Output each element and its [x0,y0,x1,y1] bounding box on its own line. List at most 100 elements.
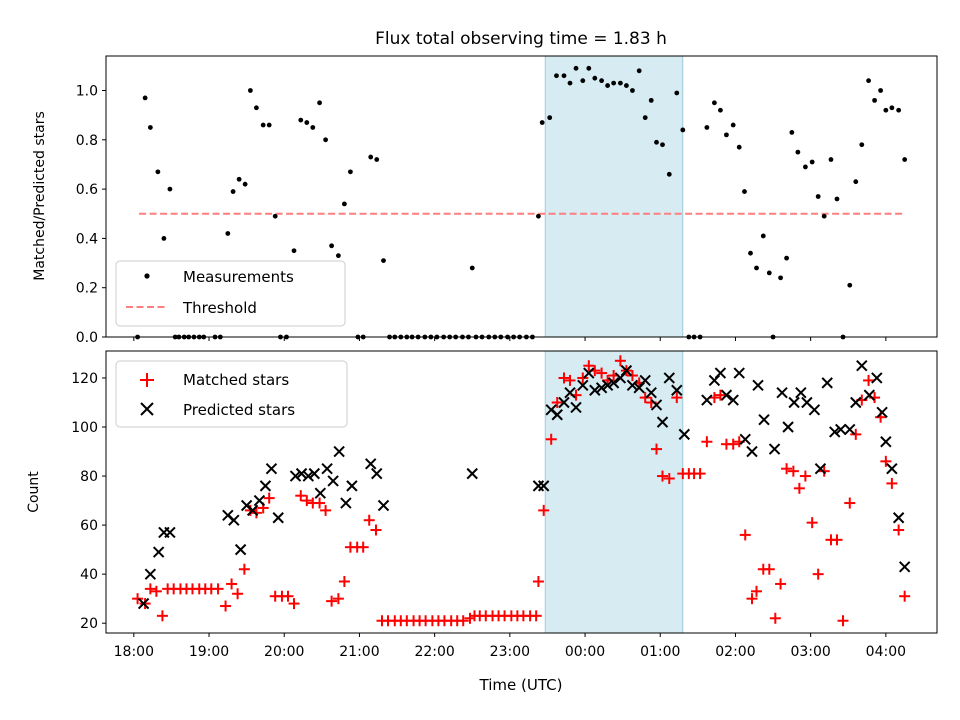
matched-star-point [701,436,713,448]
matched-star-point [863,374,875,386]
bottom-y-axis-label: Count [26,471,42,513]
measurement-point [795,149,801,155]
bottom-legend-box [115,360,348,428]
predicted-star-point [551,409,563,421]
measurement-point [711,100,717,106]
measurement-point [815,194,821,199]
matched-star-point [545,433,557,445]
legend-threshold-label: Threshold [182,299,257,317]
predicted-star-point [589,384,601,396]
measurement-point [272,213,278,219]
bottom-y-tick-label: 20 [80,616,98,632]
measurement-point [266,122,272,128]
predicted-star-point [768,443,781,455]
matched-star-point [781,463,793,475]
top-y-tick-label: 1.0 [76,84,98,100]
measurement-point [536,213,541,219]
matched-star-point [614,355,626,367]
bottom-y-tick-label: 120 [71,371,98,387]
x-tick-label: 19:00 [189,644,229,660]
predicted-star-point [650,399,663,411]
legend-predicted-marker [140,402,154,416]
measurement-point [878,88,883,93]
matched-star-point [714,389,726,401]
matched-star-point [812,568,824,580]
predicted-star-point [144,568,157,580]
top-y-tick-label: 0.0 [76,330,98,346]
predicted-star-point [821,377,833,389]
predicted-star-point [645,386,657,399]
matched-star-point [806,517,818,529]
top-y-tick-label: 0.6 [76,182,98,198]
measurement-point [329,243,335,249]
legend-measurements-marker [144,273,150,279]
predicted-star-point [814,462,827,475]
matched-star-point [577,372,589,384]
matched-star-point [596,367,608,379]
predicted-star-point [583,367,595,379]
predicted-star-point [835,423,847,436]
matched-star-point [263,492,275,504]
predicted-star-point [880,436,892,448]
measurement-point [605,83,611,88]
measurement-point [567,80,573,86]
matched-star-point [320,504,332,516]
top-y-axis-label: Matched/Predicted stars [32,111,48,281]
measurement-point [766,270,772,276]
predicted-star-point [752,379,764,392]
predicted-star-point [776,386,788,399]
measurement-point [539,120,545,125]
matched-star-point [799,470,811,482]
matched-star-point [532,576,544,588]
measurement-point [291,248,297,254]
measurement-point [298,117,304,123]
measurement-point [381,258,386,263]
measurement-point [654,139,659,145]
measurement-point [147,125,153,130]
measurement-point [902,157,908,162]
top-shaded-region [544,55,684,338]
measurement-point [161,236,167,241]
measurement-point [611,80,617,86]
predicted-star-point [577,379,589,392]
matched-star-point [837,615,849,627]
measurement-point [889,105,895,111]
predicted-star-point [739,433,751,445]
measurement-point [853,179,859,185]
predicted-star-point [758,413,770,426]
predicted-star-point [365,458,377,470]
measurement-point [304,120,310,125]
matched-star-point [212,583,224,595]
matched-star-point [370,524,382,536]
measurement-point [624,83,629,88]
top-axes-frame [105,55,938,338]
predicted-star-point [844,423,856,436]
matched-star-point [831,534,843,546]
matched-star-point [657,470,669,482]
matched-star-point [301,495,313,507]
measurement-point [236,176,242,182]
measurement-point [778,275,783,281]
predicted-star-point [607,377,620,389]
matched-star-point [226,578,238,590]
measurement-point [586,65,592,71]
bottom-y-tick-label: 40 [80,567,98,583]
predicted-star-point [164,526,176,539]
predicted-star-point [595,382,608,394]
measurement-point [648,97,654,103]
x-tick-label: 22:00 [414,644,454,660]
x-tick-label: 23:00 [490,644,530,660]
matched-star-point [650,443,662,455]
predicted-star-point [314,487,327,499]
measurement-point [142,95,148,101]
predicted-star-point [377,499,390,512]
predicted-star-point [466,467,478,480]
matched-star-point [775,578,787,590]
matched-star-point [363,514,375,526]
measurement-point [323,137,328,143]
matched-star-point [538,504,550,516]
top-legend-box [115,260,346,327]
measurement-point [883,107,889,113]
measurement-point [754,265,759,271]
predicted-star-point [346,480,358,492]
